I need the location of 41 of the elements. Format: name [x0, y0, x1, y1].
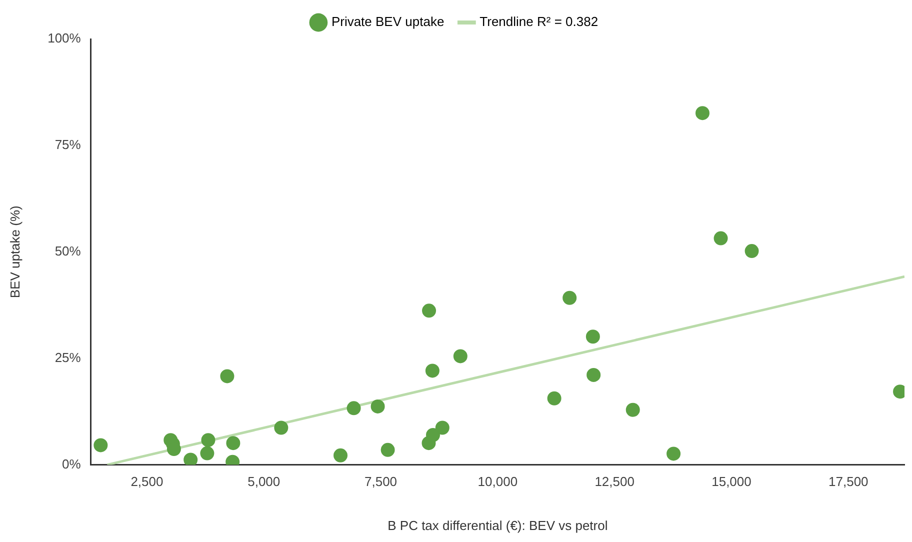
point	[274, 420, 288, 435]
x-tick-label: 5,000	[248, 474, 280, 490]
y-tick-label: 75%	[54, 137, 82, 152]
point	[201, 433, 216, 448]
point	[226, 436, 240, 450]
legend-label: Private BEV uptake	[331, 14, 444, 30]
point	[334, 448, 348, 462]
point	[380, 442, 395, 457]
point	[586, 330, 600, 344]
point	[435, 420, 450, 435]
point	[200, 446, 214, 460]
x-tick-label: 7,500	[364, 474, 398, 490]
point	[370, 399, 385, 414]
point	[453, 349, 468, 364]
x-tick-label: 10,000	[478, 474, 518, 490]
point	[714, 231, 728, 246]
point	[425, 364, 440, 378]
point	[422, 304, 436, 318]
point	[547, 391, 562, 406]
point	[426, 428, 440, 442]
x-tick-label: 17,500	[828, 474, 868, 490]
x-tick-label: 12,500	[594, 474, 634, 490]
y-tick-label: 50%	[54, 243, 82, 258]
x-axis-title: B PC tax differential (€): BEV vs petrol	[388, 518, 608, 533]
point	[744, 244, 759, 258]
y-axis-title: BEV uptake (%)	[7, 206, 22, 298]
y-tick-label: 25%	[54, 350, 82, 365]
point	[626, 402, 640, 417]
point	[586, 368, 601, 382]
point	[695, 106, 710, 120]
y-tick-label: 0%	[62, 456, 82, 472]
legend-label: Trendline R² = 0.382	[480, 14, 598, 30]
point	[184, 452, 198, 465]
y-tick-label: 100%	[48, 30, 82, 46]
point	[346, 401, 361, 416]
x-tick-label: 15,000	[712, 474, 752, 490]
point	[666, 446, 681, 461]
point	[562, 290, 577, 305]
point	[220, 369, 234, 384]
point	[94, 438, 108, 452]
x-tick-label: 2,500	[130, 474, 164, 490]
